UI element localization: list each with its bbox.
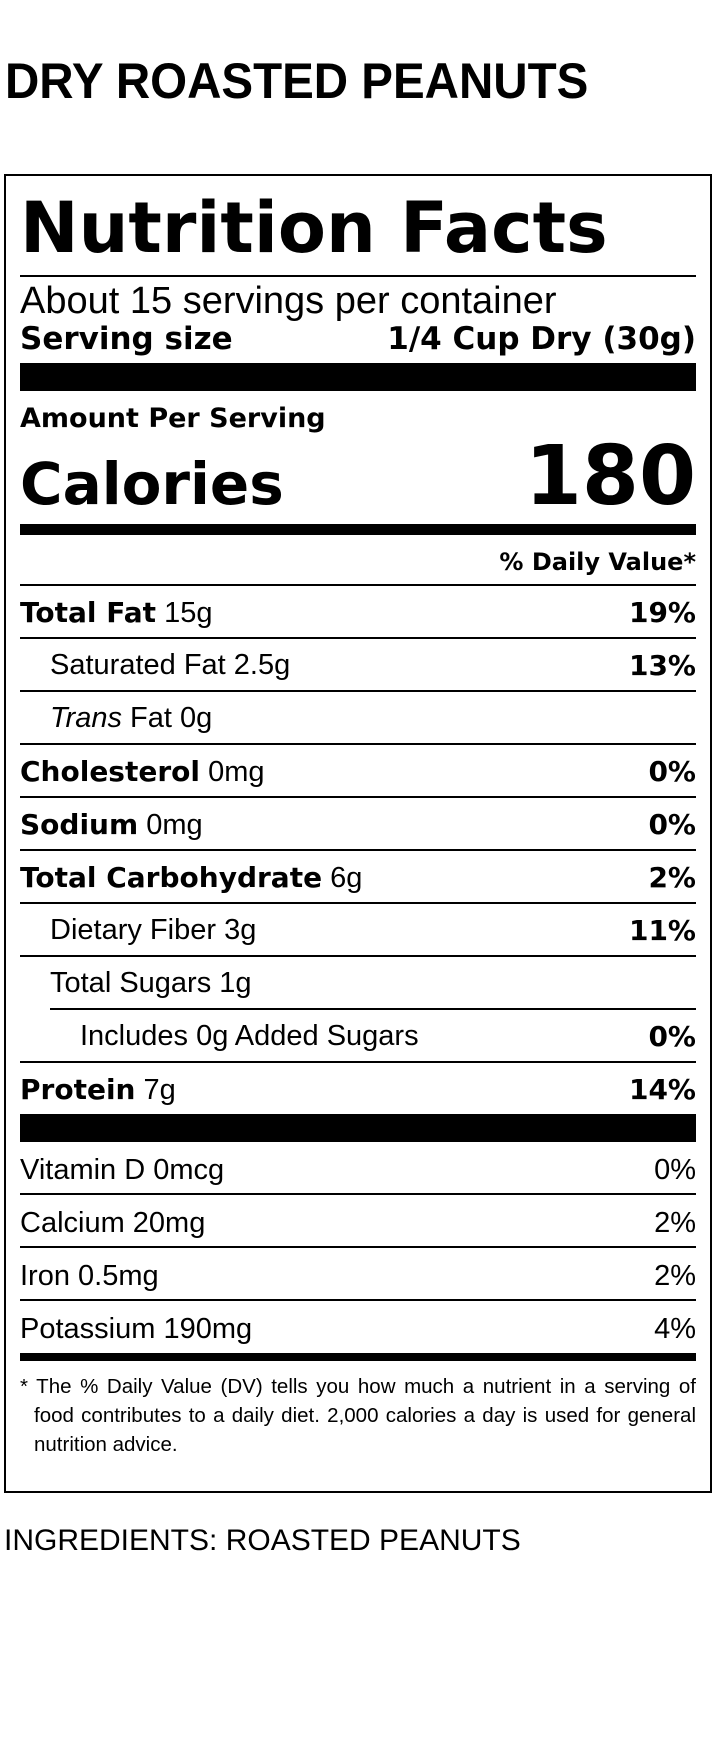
nutrient-name: Cholesterol: [20, 755, 200, 788]
nutrient-row-sodium: Sodium 0mg 0%: [20, 798, 696, 851]
nutrient-amount: 3g: [224, 914, 257, 946]
medium-divider: [20, 524, 696, 535]
nutrient-dv: 0%: [648, 755, 696, 788]
vitamin-row: Iron 0.5mg 2%: [20, 1248, 696, 1301]
nutrient-name: Trans: [50, 702, 122, 734]
nutrient-amount: 0g: [180, 702, 213, 734]
nutrient-row-total-carbohydrate: Total Carbohydrate 6g 2%: [20, 851, 696, 904]
nutrient-amount: 7g: [143, 1074, 176, 1106]
nutrient-name-suffix: Fat: [130, 702, 172, 734]
medium-divider: [20, 1353, 696, 1361]
nutrient-name: Total Sugars: [50, 967, 212, 999]
nutrient-dv: 0%: [648, 808, 696, 841]
calories-label: Calories: [20, 450, 284, 518]
footnote: * The % Daily Value (DV) tells you how m…: [20, 1375, 696, 1456]
serving-size-value: 1/4 Cup Dry (30g): [387, 321, 696, 357]
vitamin-row: Calcium 20mg 2%: [20, 1195, 696, 1248]
nutrient-amount: 0mg: [208, 756, 265, 788]
nutrient-row-saturated-fat: Saturated Fat 2.5g 13%: [20, 639, 696, 692]
vitamin-row: Vitamin D 0mcg 0%: [20, 1142, 696, 1195]
calories-value: 180: [524, 429, 696, 524]
nutrient-row-cholesterol: Cholesterol 0mg 0%: [20, 745, 696, 798]
servings-per-container: About 15 servings per container: [20, 280, 557, 322]
nutrient-row-trans-fat: Trans Fat 0g: [20, 692, 696, 745]
vitamin-dv: 2%: [654, 1260, 696, 1292]
nutrient-row-protein: Protein 7g 14%: [20, 1063, 696, 1116]
vitamin-label: Vitamin D 0mcg: [20, 1154, 225, 1186]
serving-size-label: Serving size: [20, 321, 233, 357]
nutrient-name: Total Carbohydrate: [20, 861, 323, 894]
nutrient-name: Dietary Fiber: [50, 914, 216, 946]
thick-divider: [20, 363, 696, 391]
nutrient-row-total-fat: Total Fat 15g 19%: [20, 586, 696, 639]
nutrient-amount: 15g: [164, 597, 213, 629]
vitamin-dv: 0%: [654, 1154, 696, 1186]
nutrient-dv: 19%: [628, 596, 696, 629]
nutrient-row-dietary-fiber: Dietary Fiber 3g 11%: [20, 904, 696, 957]
nutrient-dv: 2%: [648, 861, 696, 894]
nutrient-amount: 6g: [330, 862, 363, 894]
nutrient-dv: 11%: [628, 914, 696, 947]
vitamin-dv: 4%: [654, 1313, 696, 1345]
nutrient-name: Sodium: [20, 808, 139, 841]
amount-per-serving: Amount Per Serving: [20, 403, 326, 434]
vitamin-label: Potassium 190mg: [20, 1313, 253, 1345]
nutrient-dv: 13%: [628, 649, 696, 682]
label-heading: Nutrition Facts: [20, 176, 696, 277]
nutrient-amount: 2.5g: [233, 649, 291, 681]
vitamin-label: Calcium 20mg: [20, 1207, 206, 1239]
thick-divider: [20, 1114, 696, 1142]
nutrient-row-added-sugars: Includes 0g Added Sugars 0%: [20, 1010, 696, 1063]
vitamin-row: Potassium 190mg 4%: [20, 1301, 696, 1354]
vitamin-dv: 2%: [654, 1207, 696, 1239]
nutrient-name: Includes 0g Added Sugars: [80, 1020, 419, 1052]
nutrient-row-total-sugars: Total Sugars 1g: [20, 957, 696, 1010]
nutrient-name: Total Fat: [20, 596, 157, 629]
vitamin-label: Iron 0.5mg: [20, 1260, 159, 1292]
serving-size: Serving size 1/4 Cup Dry (30g): [20, 321, 696, 357]
nutrition-facts-label: Nutrition Facts About 15 servings per co…: [4, 174, 712, 1493]
nutrient-amount: 0mg: [146, 809, 203, 841]
nutrient-dv: 14%: [628, 1073, 696, 1106]
nutrient-amount: 1g: [219, 967, 252, 999]
daily-value-header: % Daily Value*: [20, 535, 696, 586]
calories-row: Calories 180: [20, 435, 696, 519]
nutrient-name: Saturated Fat: [50, 649, 226, 681]
product-title: DRY ROASTED PEANUTS: [5, 53, 589, 109]
nutrient-dv: 0%: [648, 1020, 696, 1053]
ingredients: INGREDIENTS: ROASTED PEANUTS: [4, 1524, 521, 1557]
nutrient-name: Protein: [20, 1073, 136, 1106]
